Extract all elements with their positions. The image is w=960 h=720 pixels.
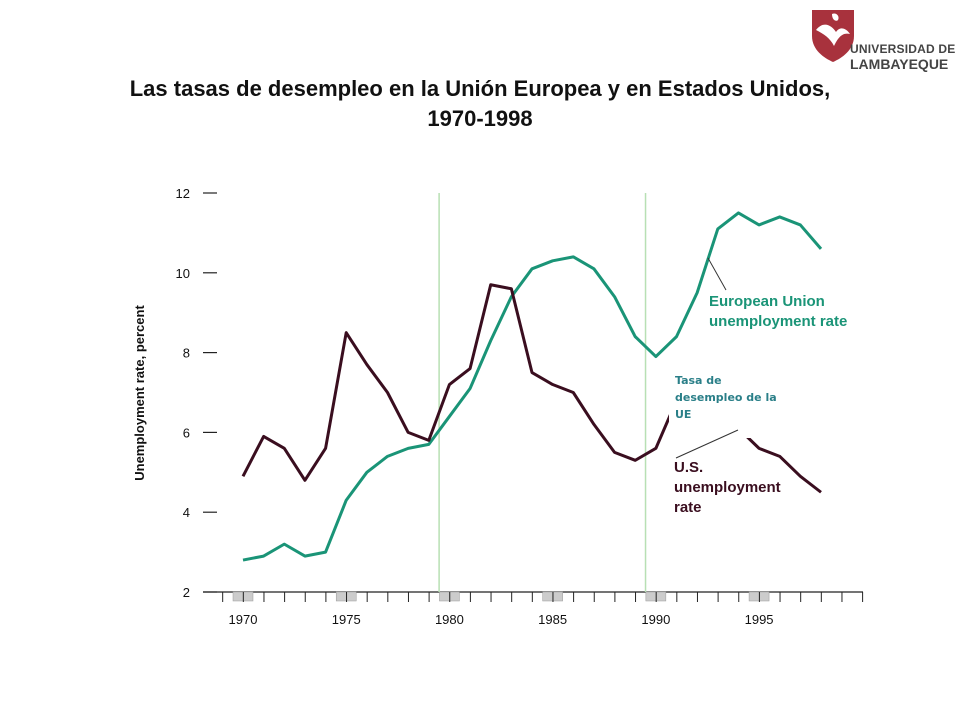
y-tick-label: 2 [183, 585, 190, 600]
x-tick-label: 1995 [745, 612, 774, 627]
x-tick-label: 1985 [538, 612, 567, 627]
y-tick-label: 10 [176, 266, 190, 281]
eu-leader-line [707, 257, 727, 291]
eu-series-label: unemployment rate [709, 313, 847, 330]
page-title: Las tasas de desempleo en la Unión Europ… [30, 74, 930, 134]
x-axis: 1970 1975 1980 1985 1990 1995 [203, 591, 864, 627]
x-tick-label: 1980 [435, 612, 464, 627]
annotations: European Union unemployment rate Tasa de de… [669, 257, 847, 516]
y-axis: 2 4 6 8 10 12 [176, 186, 217, 600]
university-name-line2: LAMBAYEQUE [850, 56, 949, 72]
x-tick-label: 1970 [229, 612, 258, 627]
university-crest-icon [812, 10, 854, 62]
eu-series-label: European Union [709, 293, 825, 310]
page-title-line1: Las tasas de desempleo en la Unión Europ… [129, 76, 831, 101]
university-name: UNIVERSIDAD DE LAMBAYEQUE [850, 42, 955, 72]
eu-note-label: UE [675, 408, 691, 421]
eu-note-label: desempleo de la [675, 391, 777, 404]
y-tick-label: 4 [183, 505, 190, 520]
y-tick-label: 12 [176, 186, 190, 201]
us-series-label: rate [674, 499, 702, 516]
reference-lines [438, 193, 647, 592]
us-series-label: U.S. [674, 459, 703, 476]
x-tick-label: 1975 [332, 612, 361, 627]
us-leader-line [675, 429, 739, 459]
university-name-line1: UNIVERSIDAD DE [850, 42, 956, 56]
y-axis-label: Unemployment rate, percent [132, 305, 147, 481]
eu-series-line [242, 211, 823, 562]
x-tick-label: 1990 [641, 612, 670, 627]
university-logo [806, 6, 956, 76]
note-background [669, 368, 779, 438]
y-tick-label: 6 [183, 425, 190, 440]
us-series-label: unemployment [674, 479, 781, 496]
y-tick-label: 8 [183, 346, 190, 361]
eu-note-label: Tasa de [675, 374, 722, 387]
page-title-line2: 1970-1998 [427, 106, 533, 131]
